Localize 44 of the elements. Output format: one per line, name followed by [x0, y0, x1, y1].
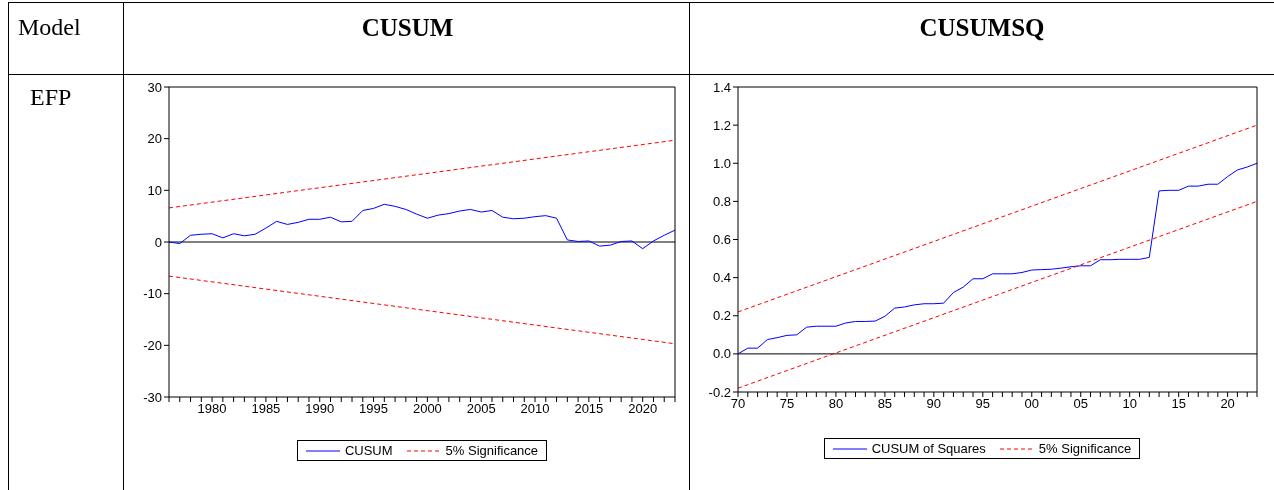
legend-label: 5% Significance [1038, 441, 1132, 456]
chart-title: CUSUMSQ [918, 14, 1046, 42]
y-tick-label: 0 [154, 234, 162, 250]
chart-title: CUSUM [360, 14, 455, 42]
x-tick-label: 10 [1122, 396, 1137, 412]
y-tick-label: 0.6 [712, 232, 731, 248]
y-tick-label: 20 [147, 131, 162, 147]
x-tick-label: 1990 [305, 401, 335, 417]
y-tick-label: 1.4 [712, 79, 731, 95]
y-tick-label: 10 [147, 182, 162, 198]
y-tick-label: -10 [143, 286, 162, 302]
x-tick-label: 2020 [628, 401, 658, 417]
legend-label: CUSUM of Squares [871, 441, 986, 456]
x-tick-label: 2010 [520, 401, 550, 417]
y-tick-label: 1.2 [712, 117, 731, 133]
x-tick-label: 2015 [574, 401, 604, 417]
x-tick-label: 05 [1073, 396, 1088, 412]
x-tick-label: 1995 [359, 401, 389, 417]
y-tick-label: 0.0 [712, 346, 731, 362]
y-tick-label: -20 [143, 337, 162, 353]
x-tick-label: 95 [975, 396, 991, 412]
x-tick-label: 2005 [466, 401, 496, 417]
x-tick-label: 15 [1171, 396, 1186, 412]
legend-label: CUSUM [344, 443, 393, 458]
y-tick-label: 1.0 [712, 155, 731, 171]
x-tick-label: 20 [1220, 396, 1235, 412]
x-tick-label: 80 [828, 396, 844, 412]
y-tick-label: -30 [143, 389, 162, 405]
x-tick-label: 75 [779, 396, 795, 412]
y-tick-label: 0.4 [712, 270, 731, 286]
y-tick-label: 30 [147, 79, 162, 95]
x-tick-label: 85 [877, 396, 893, 412]
text: Model [18, 14, 81, 41]
x-tick-label: 90 [926, 396, 942, 412]
text: EFP [30, 84, 72, 111]
y-tick-label: 0.2 [712, 308, 731, 324]
x-tick-label: 70 [730, 396, 746, 412]
y-tick-label: 0.8 [712, 193, 731, 209]
x-tick-label: 2000 [412, 401, 442, 417]
x-tick-label: 00 [1024, 396, 1040, 412]
y-tick-label: -0.2 [708, 384, 731, 400]
x-tick-label: 1985 [251, 401, 281, 417]
legend-label: 5% Significance [445, 443, 539, 458]
x-tick-label: 1980 [197, 401, 227, 417]
